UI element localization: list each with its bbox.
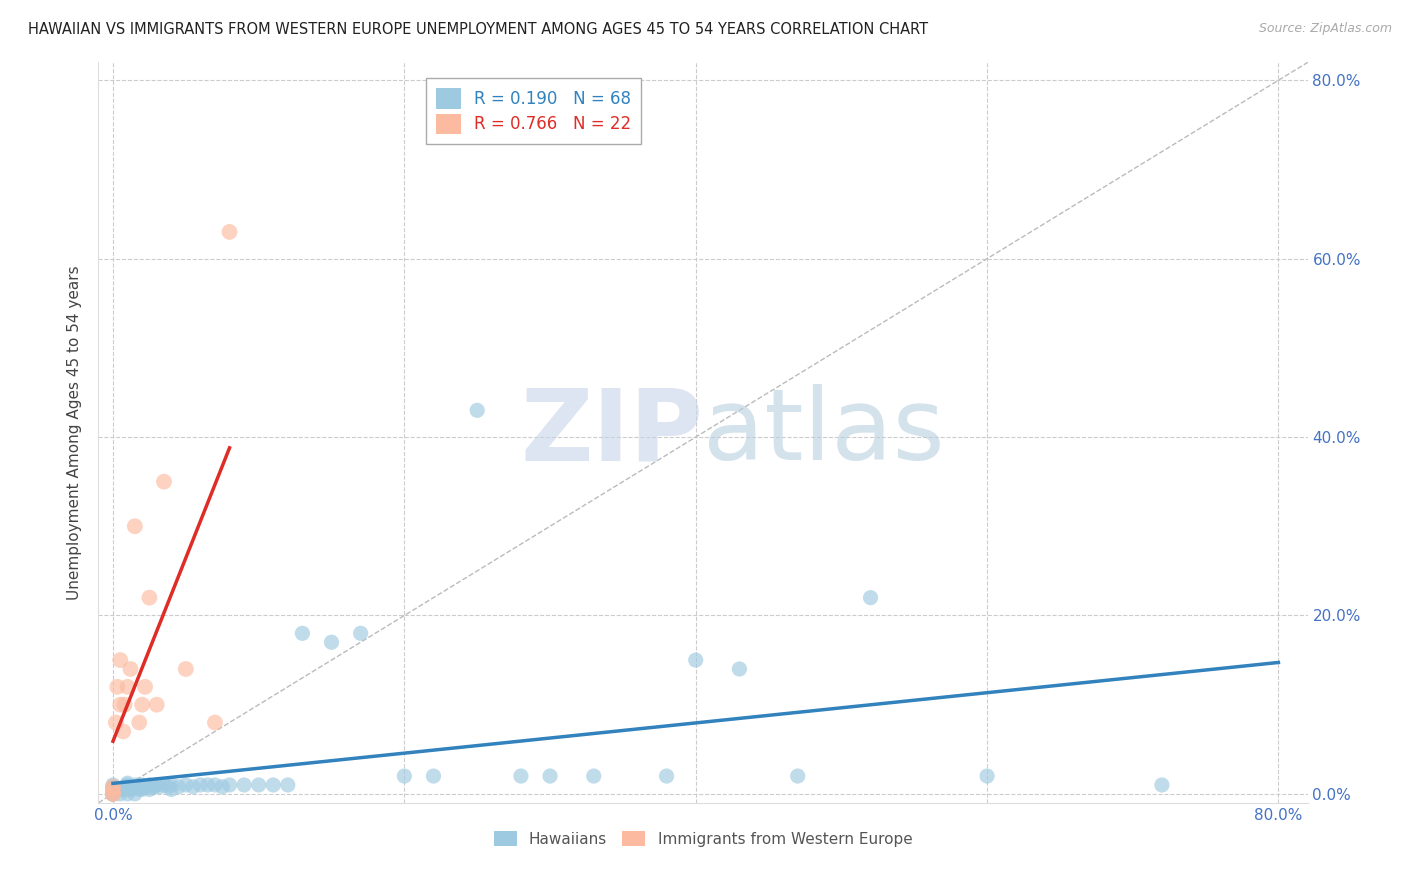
Point	[101, 782, 124, 797]
Point	[125, 778, 148, 792]
Point	[101, 778, 124, 792]
Point	[120, 782, 142, 797]
Point	[110, 653, 132, 667]
Point	[262, 778, 284, 792]
Point	[124, 787, 146, 801]
Point	[138, 591, 160, 605]
Point	[976, 769, 998, 783]
Point	[101, 787, 124, 801]
Point	[117, 776, 139, 790]
Point	[101, 782, 124, 797]
Point	[101, 787, 124, 801]
Point	[197, 778, 219, 792]
Point	[181, 780, 204, 794]
Point	[134, 680, 156, 694]
Point	[247, 778, 270, 792]
Y-axis label: Unemployment Among Ages 45 to 54 years: Unemployment Among Ages 45 to 54 years	[67, 265, 83, 600]
Point	[859, 591, 882, 605]
Point	[101, 787, 124, 801]
Point	[101, 787, 124, 801]
Point	[350, 626, 373, 640]
Point	[422, 769, 444, 783]
Point	[167, 780, 190, 794]
Point	[105, 680, 128, 694]
Point	[218, 225, 240, 239]
Point	[117, 780, 139, 794]
Point	[211, 780, 233, 794]
Point	[655, 769, 678, 783]
Point	[128, 782, 150, 797]
Point	[131, 782, 153, 797]
Point	[101, 787, 124, 801]
Point	[174, 662, 197, 676]
Point	[138, 782, 160, 797]
Point	[134, 780, 156, 794]
Point	[509, 769, 531, 783]
Point	[153, 475, 176, 489]
Point	[145, 778, 167, 792]
Point	[104, 715, 127, 730]
Point	[142, 780, 165, 794]
Legend: Hawaiians, Immigrants from Western Europe: Hawaiians, Immigrants from Western Europ…	[486, 823, 920, 855]
Point	[124, 780, 146, 794]
Point	[157, 780, 180, 794]
Point	[149, 780, 172, 794]
Point	[1150, 778, 1173, 792]
Point	[124, 519, 146, 533]
Point	[114, 780, 136, 795]
Point	[277, 778, 299, 792]
Point	[218, 778, 240, 792]
Point	[117, 782, 139, 797]
Point	[394, 769, 416, 783]
Point	[160, 782, 183, 797]
Point	[115, 780, 138, 794]
Point	[117, 787, 139, 801]
Point	[112, 782, 135, 797]
Text: HAWAIIAN VS IMMIGRANTS FROM WESTERN EUROPE UNEMPLOYMENT AMONG AGES 45 TO 54 YEAR: HAWAIIAN VS IMMIGRANTS FROM WESTERN EURO…	[28, 22, 928, 37]
Point	[160, 778, 183, 792]
Point	[129, 780, 152, 795]
Text: ZIP: ZIP	[520, 384, 703, 481]
Point	[538, 769, 561, 783]
Point	[233, 778, 256, 792]
Point	[145, 698, 167, 712]
Point	[291, 626, 314, 640]
Point	[117, 680, 139, 694]
Point	[465, 403, 488, 417]
Point	[114, 698, 136, 712]
Point	[101, 782, 124, 797]
Point	[190, 778, 212, 792]
Point	[101, 780, 124, 795]
Point	[204, 778, 226, 792]
Point	[131, 778, 153, 792]
Point	[110, 787, 132, 801]
Point	[101, 780, 124, 794]
Point	[138, 778, 160, 792]
Point	[174, 778, 197, 792]
Point	[121, 781, 143, 796]
Point	[131, 698, 153, 712]
Point	[101, 780, 124, 794]
Point	[153, 778, 176, 792]
Point	[582, 769, 605, 783]
Point	[101, 787, 124, 801]
Point	[110, 698, 132, 712]
Point	[112, 724, 135, 739]
Point	[685, 653, 707, 667]
Point	[120, 662, 142, 676]
Point	[728, 662, 751, 676]
Point	[141, 780, 163, 795]
Point	[101, 787, 124, 801]
Point	[786, 769, 808, 783]
Point	[204, 715, 226, 730]
Point	[110, 782, 132, 797]
Text: Source: ZipAtlas.com: Source: ZipAtlas.com	[1258, 22, 1392, 36]
Text: atlas: atlas	[703, 384, 945, 481]
Point	[321, 635, 343, 649]
Point	[117, 778, 139, 792]
Point	[128, 715, 150, 730]
